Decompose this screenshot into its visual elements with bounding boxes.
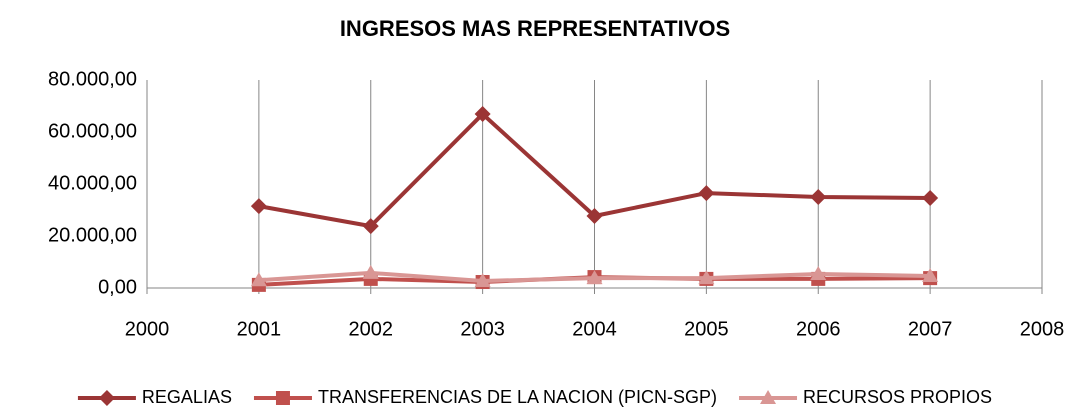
marker: [362, 264, 379, 279]
marker: [98, 390, 115, 406]
y-tick-label: 0,00: [98, 276, 137, 298]
legend-item: REGALIAS: [77, 387, 232, 407]
marker: [760, 390, 777, 404]
legend-label: REGALIAS: [142, 387, 232, 407]
legend-label: TRANSFERENCIAS DE LA NACION (PICN-SGP): [318, 387, 717, 407]
x-tick-label: 2004: [572, 318, 617, 340]
y-tick-label: 60.000,00: [48, 120, 137, 142]
x-tick-label: 2005: [684, 318, 729, 340]
y-tick-label: 40.000,00: [48, 172, 137, 194]
marker: [698, 270, 715, 285]
marker: [250, 272, 267, 287]
marker: [362, 218, 379, 235]
y-tick-label: 80.000,00: [48, 68, 137, 90]
legend: REGALIAS TRANSFERENCIAS DE LA NACION (PIC…: [77, 387, 992, 407]
marker: [922, 190, 939, 207]
x-tick-label: 2002: [349, 318, 394, 340]
chart-title: INGRESOS MAS REPRESENTATIVOS: [340, 16, 730, 41]
marker: [810, 189, 827, 205]
marker: [275, 391, 290, 405]
x-tick-label: 2003: [460, 318, 505, 340]
marker: [586, 270, 603, 285]
legend-item: TRANSFERENCIAS DE LA NACION (PICN-SGP): [253, 387, 717, 407]
marker: [474, 106, 491, 123]
marker: [698, 185, 715, 202]
marker: [250, 198, 267, 215]
marker: [474, 272, 491, 287]
x-tick-label: 2008: [1020, 318, 1065, 340]
marker: [810, 265, 827, 280]
x-tick-label: 2001: [237, 318, 282, 340]
x-tick-label: 2007: [908, 318, 953, 340]
y-tick-label: 20.000,00: [48, 224, 137, 246]
legend-label: RECURSOS PROPIOS: [803, 387, 992, 407]
marker: [922, 268, 939, 283]
marker: [586, 207, 603, 224]
x-tick-label: 2006: [796, 318, 841, 340]
x-tick-label: 2000: [125, 318, 170, 340]
legend-item: RECURSOS PROPIOS: [739, 387, 992, 407]
